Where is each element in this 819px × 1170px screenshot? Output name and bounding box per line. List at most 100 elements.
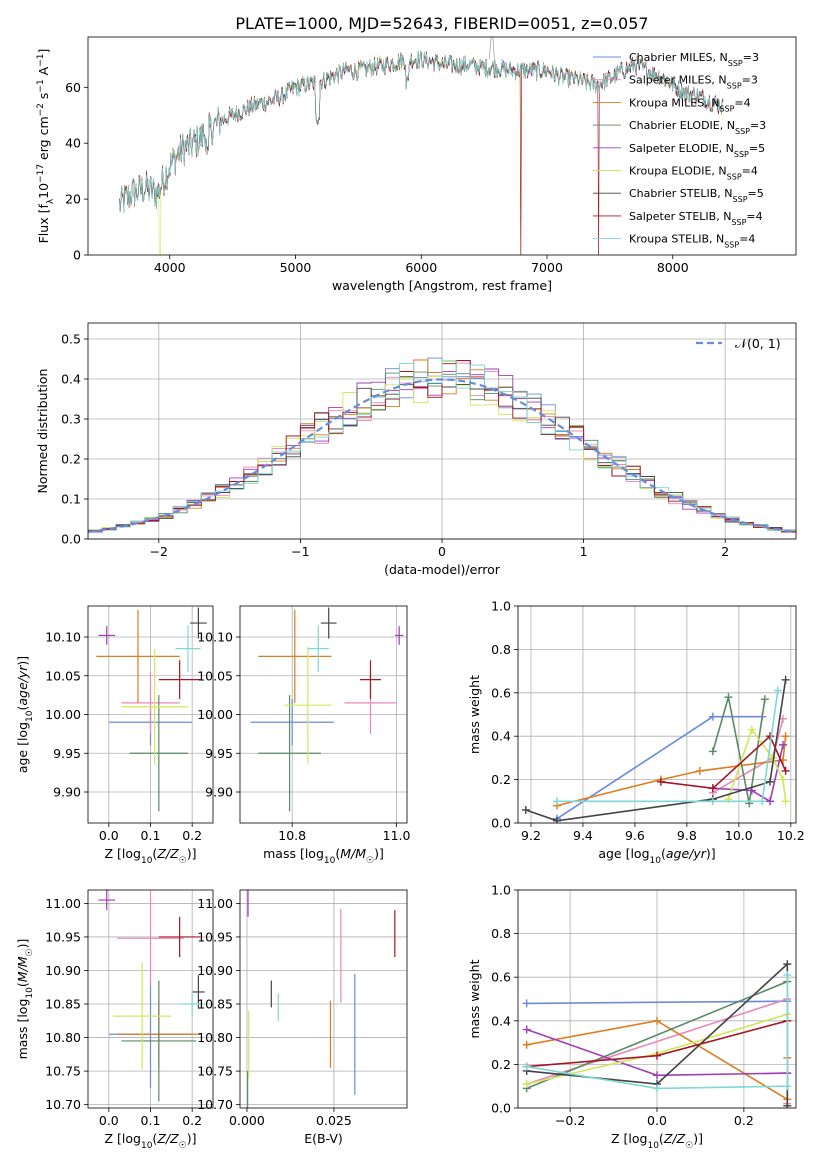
y-tick-label: 0.1 bbox=[61, 492, 81, 507]
weight-line bbox=[556, 715, 763, 820]
legend: Chabrier MILES, NSSP=3 Salpeter MILES, NS… bbox=[593, 51, 766, 249]
x-tick-label: 0.000 bbox=[229, 1113, 265, 1128]
errorbar-chabrier-miles bbox=[250, 699, 334, 746]
weight-point bbox=[783, 971, 792, 980]
y-tick-label: 10.10 bbox=[197, 630, 233, 645]
legend-entry: Kroupa STELIB, NSSP=4 bbox=[629, 233, 755, 250]
y-tick-label: 9.95 bbox=[205, 746, 233, 761]
weight-point bbox=[552, 816, 561, 823]
x-axis-label: Z [log10(Z/Z☉)] bbox=[611, 1131, 703, 1151]
y-tick-label: 10.75 bbox=[197, 1064, 233, 1079]
weight-point bbox=[522, 999, 531, 1008]
x-tick-label: −0.2 bbox=[555, 1113, 585, 1128]
weight-point bbox=[766, 777, 775, 786]
axes-frame bbox=[239, 889, 408, 1109]
legend-entry: Chabrier STELIB, NSSP=5 bbox=[629, 187, 764, 204]
axes-frame bbox=[239, 605, 408, 824]
weight-line bbox=[557, 690, 779, 803]
weight-point bbox=[522, 1040, 531, 1049]
x-tick-label: 0.025 bbox=[316, 1113, 352, 1128]
y-tick-label: 10.95 bbox=[45, 929, 81, 944]
plot-area bbox=[522, 960, 792, 1108]
legend-entry: Salpeter ELODIE, NSSP=5 bbox=[629, 142, 765, 159]
y-axis-label: mass [log10(M/M☉)] bbox=[15, 939, 35, 1060]
weight-point bbox=[653, 1071, 661, 1080]
errorbar-kroupa-stelib bbox=[175, 625, 201, 672]
errorbar-chabrier-elodie bbox=[121, 980, 197, 1102]
x-tick-label: 9.2 bbox=[521, 828, 541, 843]
plot-area bbox=[247, 890, 396, 1108]
y-tick-label: 10.05 bbox=[45, 668, 81, 683]
weight-point bbox=[708, 712, 717, 721]
y-tick-label: 9.90 bbox=[53, 785, 81, 800]
y-tick-label: 0.0 bbox=[61, 532, 81, 547]
y-tick-label: 0.3 bbox=[61, 412, 81, 427]
x-tick-label: 11.0 bbox=[383, 828, 411, 843]
weight-point bbox=[552, 797, 561, 806]
axes-frame bbox=[517, 889, 797, 1109]
y-tick-label: 1.0 bbox=[491, 883, 511, 898]
normal-reference-curve bbox=[88, 378, 796, 534]
x-tick-label: 0.0 bbox=[99, 828, 119, 843]
y-tick-label: 0 bbox=[73, 248, 81, 263]
weight-line bbox=[526, 1000, 788, 1005]
x-tick-label: −2 bbox=[150, 544, 168, 559]
axes-frame bbox=[87, 322, 797, 540]
errorbar-salpeter-miles bbox=[117, 891, 184, 986]
x-tick-label: 8000 bbox=[657, 260, 689, 275]
y-axis-label: Flux [fλ10−17 erg cm−2 s−1 A−1] bbox=[36, 49, 56, 244]
weight-point bbox=[653, 1016, 661, 1025]
y-axis-label: mass weight bbox=[467, 959, 482, 1038]
weight-point bbox=[779, 775, 788, 784]
figure-title: PLATE=1000, MJD=52643, FIBERID=0051, z=0… bbox=[235, 14, 648, 33]
x-tick-label: 0 bbox=[438, 544, 446, 559]
x-axis-label: Z [log10(Z/Z☉)] bbox=[105, 1131, 197, 1151]
weight-point bbox=[653, 1051, 661, 1060]
plot-area bbox=[88, 357, 796, 539]
errorbar-kroupa-elodie bbox=[121, 648, 188, 765]
weight-vs-metallicity-panel: −0.2 0.0 0.2 0.0 0.2 0.4 0.6 0.8 1.0 Z [log10(Z/Z… bbox=[467, 883, 797, 1151]
weight-point bbox=[783, 1082, 792, 1091]
errorbar-kroupa-stelib bbox=[179, 990, 205, 1018]
y-tick-label: 10.70 bbox=[45, 1097, 81, 1112]
y-tick-label: 9.95 bbox=[53, 746, 81, 761]
x-tick-label: 0.2 bbox=[734, 1113, 754, 1128]
y-tick-label: 10.80 bbox=[45, 1030, 81, 1045]
weight-point bbox=[522, 1062, 531, 1071]
spectrum-panel: 4000 5000 6000 7000 8000 0 20 40 60 wavelength [A… bbox=[36, 36, 797, 293]
weight-point bbox=[783, 960, 792, 969]
x-tick-label: 5000 bbox=[280, 260, 312, 275]
y-tick-label: 10.95 bbox=[197, 929, 233, 944]
y-tick-label: 10.70 bbox=[197, 1097, 233, 1112]
y-axis-label: Normed distribution bbox=[35, 369, 50, 494]
x-axis-label: wavelength [Angstrom, rest frame] bbox=[332, 278, 552, 293]
weight-point bbox=[521, 805, 530, 814]
errorbar-salpeter-elodie bbox=[98, 626, 116, 645]
x-tick-label: 0.0 bbox=[99, 1113, 119, 1128]
y-tick-label: 10.05 bbox=[197, 668, 233, 683]
weight-point bbox=[522, 1080, 531, 1089]
weight-line bbox=[660, 734, 787, 790]
errorbar-salpeter-elodie bbox=[98, 890, 116, 911]
weight-point bbox=[708, 784, 717, 793]
errorbar-salpeter-elodie bbox=[394, 626, 404, 645]
y-tick-label: 1.0 bbox=[491, 599, 511, 614]
legend-entry: Salpeter STELIB, NSSP=4 bbox=[629, 210, 763, 227]
weight-point bbox=[653, 1084, 661, 1093]
y-tick-label: 10.80 bbox=[197, 1030, 233, 1045]
y-tick-label: 0.8 bbox=[491, 926, 511, 941]
weight-vs-age-panel: 9.2 9.4 9.6 9.8 10.0 10.2 0.0 0.2 0.4 0.6 0.8 1.0 ag… bbox=[467, 599, 805, 867]
errorbar-salpeter-miles bbox=[121, 671, 180, 734]
x-tick-label: 0.1 bbox=[141, 1113, 161, 1128]
weight-point bbox=[773, 686, 782, 695]
y-tick-label: 0.6 bbox=[491, 685, 511, 700]
axes-frame bbox=[87, 605, 214, 824]
weight-series-salpeter-stelib bbox=[656, 732, 790, 793]
weight-point bbox=[747, 725, 756, 734]
x-axis-label: Z [log10(Z/Z☉)] bbox=[105, 846, 197, 866]
legend-entry: Chabrier MILES, NSSP=3 bbox=[629, 51, 759, 68]
weight-series-chabrier-elodie bbox=[708, 693, 769, 808]
weight-point bbox=[522, 1025, 531, 1034]
x-axis-label: age [log10(age/yr)] bbox=[598, 846, 715, 866]
